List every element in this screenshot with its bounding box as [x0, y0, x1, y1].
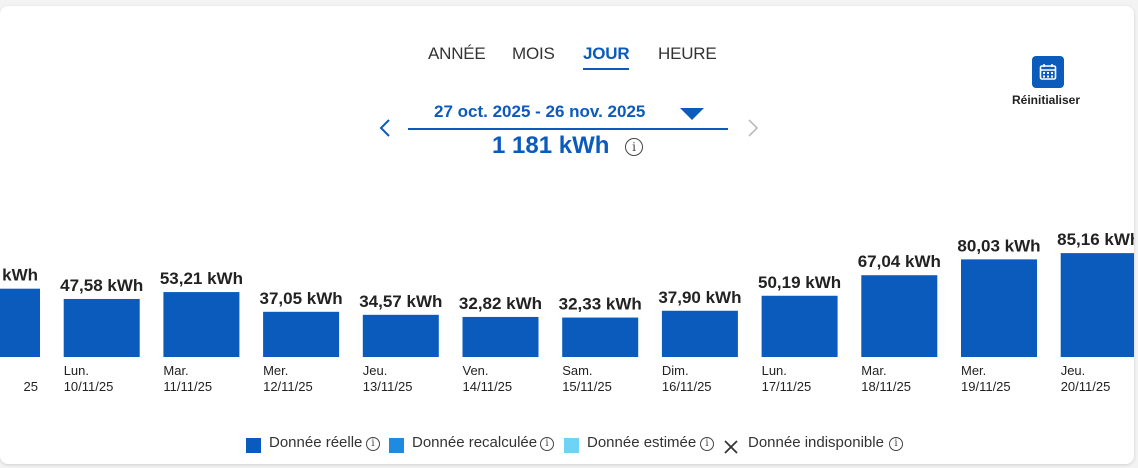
x-tick-day: Mer. [961, 363, 986, 378]
bar-value-label: 67,04 kWh [858, 252, 941, 271]
x-tick-day: Ven. [463, 363, 489, 378]
legend-swatch-recalculee [389, 438, 404, 453]
chart-bar[interactable] [362, 314, 439, 357]
chart-bar[interactable] [163, 292, 240, 357]
x-tick-day: Mer. [263, 363, 288, 378]
x-tick-day: Jeu. [363, 363, 388, 378]
chart-bar[interactable] [63, 298, 140, 357]
legend-label: Donnée estimée [587, 434, 697, 451]
chart-bar[interactable] [1060, 253, 1134, 357]
x-tick-date: 20/11/25 [1061, 379, 1111, 394]
chart-bar[interactable] [462, 316, 539, 357]
info-icon[interactable]: i [540, 437, 554, 451]
chevron-right-icon[interactable] [746, 118, 760, 138]
caret-down-icon [680, 108, 704, 120]
chart-bar[interactable] [562, 317, 639, 357]
chart-bar[interactable] [661, 310, 738, 357]
x-tick-date: 13/11/25 [363, 379, 413, 394]
legend-label: Donnée réelle [269, 434, 363, 451]
bar-value-label: 37,90 kWh [658, 288, 741, 307]
total-consumption: 1 181 kWh [492, 132, 610, 159]
x-tick-day: Lun. [64, 363, 89, 378]
x-tick-day: Mar. [163, 363, 188, 378]
x-tick-date: 17/11/25 [762, 379, 812, 394]
bar-value-label: 80,03 kWh [957, 236, 1040, 255]
date-range-dropdown[interactable]: 27 oct. 2025 - 26 nov. 2025 [408, 102, 728, 130]
chevron-left-icon[interactable] [378, 118, 392, 138]
x-tick-date: 14/11/25 [463, 379, 513, 394]
x-tick-date: 25 [24, 379, 38, 394]
bar-value-label: kWh [2, 266, 38, 285]
x-tick-day: Jeu. [1061, 363, 1086, 378]
x-tick-day: Lun. [762, 363, 787, 378]
tab-jour[interactable]: JOUR [583, 44, 630, 70]
tab-heure[interactable]: HEURE [658, 44, 717, 63]
bar-value-label: 53,21 kWh [160, 269, 243, 288]
calendar-icon [1039, 64, 1057, 80]
info-icon[interactable]: i [889, 437, 903, 451]
period-tabs: ANNÉE MOIS JOUR HEURE [0, 44, 1134, 74]
x-tick-date: 12/11/25 [263, 379, 313, 394]
bar-value-label: 85,16 kWh [1057, 230, 1134, 249]
bar-value-label: 32,33 kWh [559, 295, 642, 314]
close-icon [724, 440, 738, 454]
bar-value-label: 34,57 kWh [359, 292, 442, 311]
legend-label: Donnée recalculée [412, 434, 538, 451]
consumption-card: ANNÉE MOIS JOUR HEURE 27 oct. 2025 - 26 … [0, 6, 1134, 464]
bar-value-label: 47,58 kWh [60, 276, 143, 295]
x-tick-date: 19/11/25 [961, 379, 1011, 394]
legend: Donnée réelle i Donnée recalculée i Donn… [0, 434, 1134, 458]
x-tick-date: 15/11/25 [562, 379, 612, 394]
x-tick-date: 16/11/25 [662, 379, 712, 394]
info-icon[interactable]: i [625, 138, 643, 156]
chart-bar[interactable] [0, 288, 40, 357]
x-tick-day: Dim. [662, 363, 689, 378]
bar-value-label: 32,82 kWh [459, 294, 542, 313]
x-tick-day: Sam. [562, 363, 592, 378]
legend-label: Donnée indisponible [748, 434, 884, 451]
chart-bar[interactable] [961, 259, 1037, 357]
tab-annee[interactable]: ANNÉE [428, 44, 486, 63]
info-icon[interactable]: i [700, 437, 714, 451]
chart-bar[interactable] [861, 275, 938, 357]
info-icon[interactable]: i [366, 437, 380, 451]
x-tick-date: 11/11/25 [163, 379, 212, 394]
bar-value-label: 50,19 kWh [758, 273, 841, 292]
x-tick-date: 18/11/25 [861, 379, 911, 394]
x-tick-date: 10/11/25 [64, 379, 114, 394]
x-tick-day: Mar. [861, 363, 886, 378]
date-range-label: 27 oct. 2025 - 26 nov. 2025 [434, 102, 646, 121]
chart-bar[interactable] [761, 295, 838, 357]
legend-swatch-estimee [564, 438, 579, 453]
reset-button[interactable] [1032, 56, 1064, 88]
tab-mois[interactable]: MOIS [512, 44, 555, 63]
bar-value-label: 37,05 kWh [260, 289, 343, 308]
chart-bar[interactable] [263, 311, 340, 357]
reset-label[interactable]: Réinitialiser [1012, 93, 1081, 107]
legend-swatch-reelle [246, 438, 261, 453]
